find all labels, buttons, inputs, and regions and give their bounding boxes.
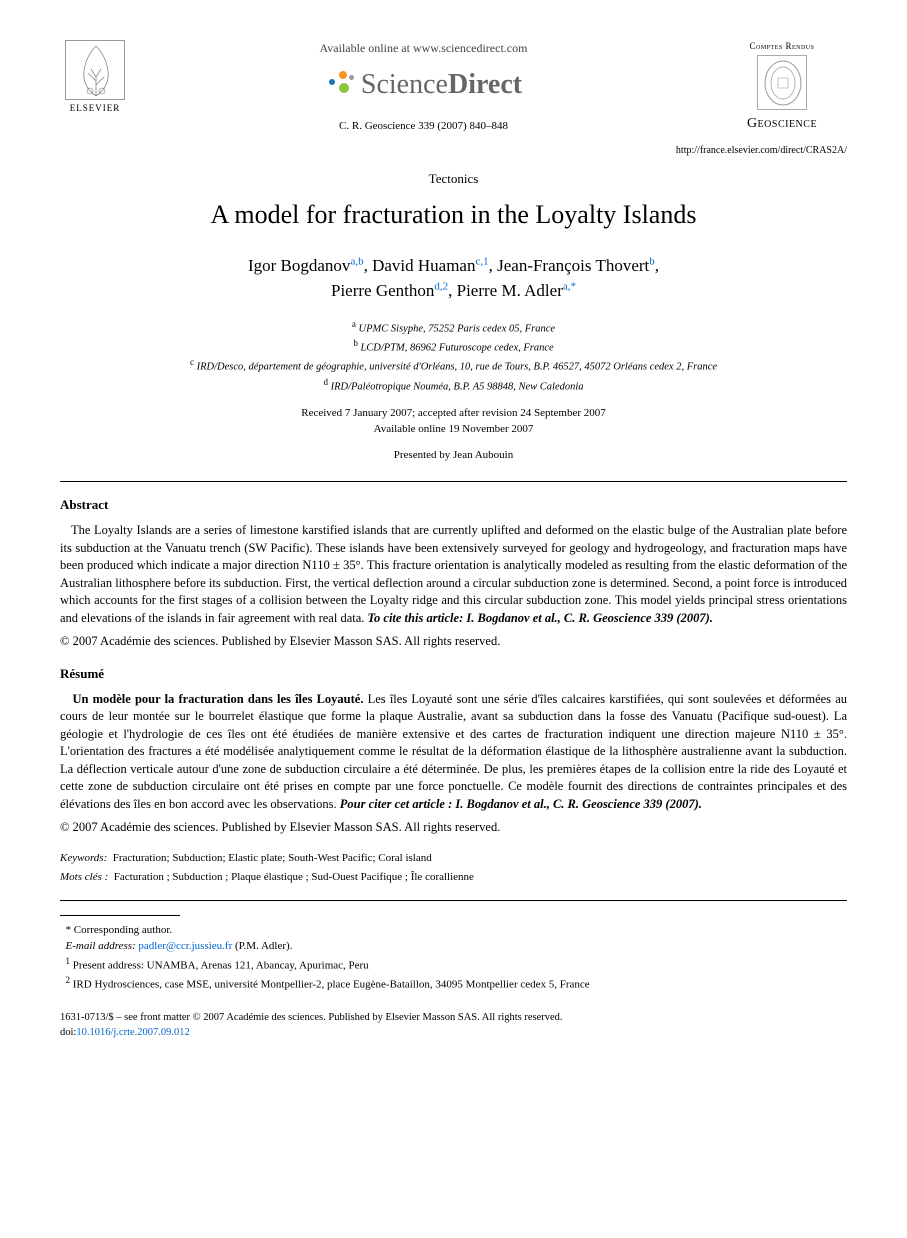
keywords-line: Keywords: Fracturation; Subduction; Elas… bbox=[60, 851, 847, 866]
affiliations: a UPMC Sisyphe, 75252 Paris cedex 05, Fr… bbox=[60, 318, 847, 395]
footnote-2-text: IRD Hydrosciences, case MSE, université … bbox=[73, 979, 590, 991]
rule-top bbox=[60, 481, 847, 482]
abstract-cite: To cite this article: I. Bogdanov et al.… bbox=[368, 611, 713, 625]
header-row: ELSEVIER Available online at www.science… bbox=[60, 40, 847, 134]
email-who: (P.M. Adler). bbox=[235, 940, 292, 952]
journal-emblem-icon bbox=[757, 55, 807, 110]
dates-line-2: Available online 19 November 2007 bbox=[374, 423, 534, 435]
sd-brand-text: ScienceDirect bbox=[361, 65, 522, 104]
journal-logo-block: Comptes Rendus Geoscience bbox=[717, 40, 847, 133]
abstract-body: The Loyalty Islands are a series of lime… bbox=[60, 523, 847, 625]
author-2-aff[interactable]: c,1 bbox=[475, 255, 488, 267]
resume-copyright: © 2007 Académie des sciences. Published … bbox=[60, 819, 847, 837]
resume-body: Les îles Loyauté sont une série d'îles c… bbox=[60, 692, 847, 811]
footer-block: 1631-0713/$ – see front matter © 2007 Ac… bbox=[60, 1011, 847, 1040]
elsevier-label: ELSEVIER bbox=[70, 102, 121, 115]
keywords-text: Fracturation; Subduction; Elastic plate;… bbox=[113, 852, 432, 864]
footer-line-1: 1631-0713/$ – see front matter © 2007 Ac… bbox=[60, 1011, 847, 1026]
journal-reference: C. R. Geoscience 339 (2007) 840–848 bbox=[130, 119, 717, 134]
author-3: Jean-François Thovert bbox=[497, 256, 649, 275]
resume-lead: Un modèle pour la fracturation dans les … bbox=[72, 692, 363, 706]
rule-bottom bbox=[60, 900, 847, 901]
available-online-text: Available online at www.sciencedirect.co… bbox=[130, 40, 717, 57]
doi-label: doi: bbox=[60, 1027, 76, 1038]
abstract-heading: Abstract bbox=[60, 496, 847, 514]
doi-link[interactable]: 10.1016/j.crte.2007.09.012 bbox=[76, 1027, 189, 1038]
authors-line: Igor Bogdanova,b, David Huamanc,1, Jean-… bbox=[60, 253, 847, 304]
resume-paragraph: Un modèle pour la fracturation dans les … bbox=[60, 691, 847, 814]
resume-cite: Pour citer cet article : I. Bogdanov et … bbox=[340, 797, 702, 811]
presenter-line: Presented by Jean Aubouin bbox=[60, 448, 847, 463]
abstract-copyright: © 2007 Académie des sciences. Published … bbox=[60, 633, 847, 651]
sd-brand-left: Science bbox=[361, 69, 448, 100]
footnote-rule bbox=[60, 915, 180, 916]
dates-block: Received 7 January 2007; accepted after … bbox=[60, 405, 847, 438]
author-4: Pierre Genthon bbox=[331, 281, 434, 300]
author-5: Pierre M. Adler bbox=[457, 281, 563, 300]
center-header: Available online at www.sciencedirect.co… bbox=[130, 40, 717, 134]
comptes-rendus-label: Comptes Rendus bbox=[717, 40, 847, 53]
geoscience-label: Geoscience bbox=[717, 114, 847, 134]
sciencedirect-logo: ScienceDirect bbox=[130, 65, 717, 104]
footnote-1: 1 Present address: UNAMBA, Arenas 121, A… bbox=[60, 955, 847, 974]
author-2: David Huaman bbox=[372, 256, 475, 275]
footer-doi-line: doi:10.1016/j.crte.2007.09.012 bbox=[60, 1026, 847, 1041]
footnote-email: E-mail address: padler@ccr.jussieu.fr (P… bbox=[60, 938, 847, 955]
author-1-aff[interactable]: a,b bbox=[350, 255, 363, 267]
motscles-text: Facturation ; Subduction ; Plaque élasti… bbox=[114, 871, 474, 883]
author-3-aff[interactable]: b bbox=[649, 255, 655, 267]
section-label: Tectonics bbox=[60, 170, 847, 188]
elsevier-tree-icon bbox=[65, 40, 125, 100]
author-5-aff[interactable]: a, bbox=[563, 281, 571, 293]
sd-dots-icon bbox=[325, 69, 355, 99]
aff-b: LCD/PTM, 86962 Futuroscope cedex, France bbox=[360, 343, 553, 354]
motscles-label: Mots clés : bbox=[60, 871, 108, 883]
abstract-paragraph: The Loyalty Islands are a series of lime… bbox=[60, 522, 847, 627]
resume-heading: Résumé bbox=[60, 665, 847, 683]
author-5-corr[interactable]: * bbox=[571, 281, 577, 293]
footnote-2: 2 IRD Hydrosciences, case MSE, universit… bbox=[60, 974, 847, 993]
motscles-line: Mots clés : Facturation ; Subduction ; P… bbox=[60, 870, 847, 885]
corr-label: * Corresponding author. bbox=[66, 924, 173, 936]
article-title: A model for fracturation in the Loyalty … bbox=[60, 197, 847, 233]
aff-c: IRD/Desco, département de géographie, un… bbox=[197, 362, 717, 373]
footnote-1-text: Present address: UNAMBA, Arenas 121, Aba… bbox=[73, 959, 369, 971]
email-label: E-mail address: bbox=[66, 940, 136, 952]
footnote-corr: * Corresponding author. bbox=[60, 922, 847, 939]
aff-d: IRD/Paléotropique Nouméa, B.P. A5 98848,… bbox=[331, 381, 584, 392]
footnotes-block: * Corresponding author. E-mail address: … bbox=[60, 922, 847, 993]
sd-brand-right: Direct bbox=[448, 69, 522, 100]
aff-a: UPMC Sisyphe, 75252 Paris cedex 05, Fran… bbox=[359, 323, 556, 334]
dates-line-1: Received 7 January 2007; accepted after … bbox=[301, 407, 606, 419]
journal-url[interactable]: http://france.elsevier.com/direct/CRAS2A… bbox=[60, 144, 847, 158]
author-1: Igor Bogdanov bbox=[248, 256, 350, 275]
email-link[interactable]: padler@ccr.jussieu.fr bbox=[138, 940, 232, 952]
elsevier-logo: ELSEVIER bbox=[60, 40, 130, 120]
author-4-aff[interactable]: d,2 bbox=[434, 281, 448, 293]
keywords-label: Keywords: bbox=[60, 852, 107, 864]
